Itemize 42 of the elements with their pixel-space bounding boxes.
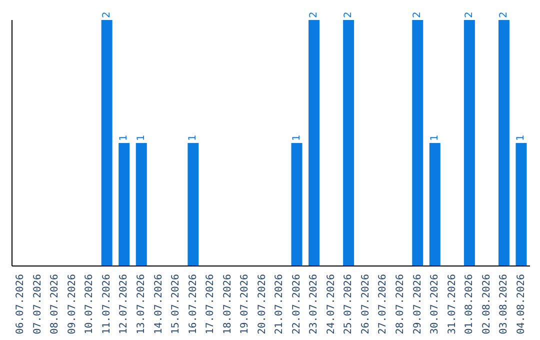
x-tick-label: 22.07.2026 (291, 274, 302, 334)
x-tick-label: 11.07.2026 (101, 274, 112, 334)
x-tick-label: 09.07.2026 (66, 274, 78, 334)
x-tick-label: 14.07.2026 (153, 274, 164, 334)
x-tick-label: 20.07.2026 (256, 274, 268, 334)
data-label: 2 (498, 12, 510, 18)
data-label: 1 (136, 134, 147, 141)
x-tick-label: 19.07.2026 (240, 274, 251, 334)
x-tick-label: 25.07.2026 (343, 274, 354, 334)
x-tick-label: 29.07.2026 (412, 274, 424, 334)
x-tick-label: 03.08.2026 (498, 274, 510, 334)
x-tick-label: 26.07.2026 (360, 274, 372, 334)
data-label: 2 (412, 12, 424, 18)
data-label: 1 (188, 134, 199, 141)
x-tick-label: 16.07.2026 (188, 274, 199, 334)
x-tick-label: 13.07.2026 (136, 274, 147, 334)
data-label: 2 (464, 12, 475, 18)
x-tick-label: 12.07.2026 (118, 274, 130, 334)
x-tick-label: 08.07.2026 (50, 274, 61, 334)
x-tick-label: 23.07.2026 (308, 274, 320, 334)
x-tick-label: 28.07.2026 (395, 274, 406, 334)
data-label: 1 (516, 134, 527, 141)
x-tick-label: 24.07.2026 (326, 274, 337, 334)
x-tick-label: 15.07.2026 (170, 274, 182, 334)
x-tick-label: 01.08.2026 (464, 274, 476, 334)
x-tick-label: 04.08.2026 (516, 274, 527, 334)
x-tick-label: 30.07.2026 (430, 274, 441, 334)
x-tick-label: 18.07.2026 (222, 274, 234, 334)
data-label: 1 (291, 134, 302, 141)
x-tick-label: 21.07.2026 (274, 274, 286, 334)
data-label: 2 (343, 12, 354, 18)
data-label: 1 (429, 134, 440, 141)
x-tick-label: 27.07.2026 (378, 274, 389, 334)
x-tick-label: 31.07.2026 (446, 274, 458, 334)
data-label: 2 (308, 12, 320, 18)
data-label: 1 (118, 134, 130, 141)
x-tick-label: 06.07.2026 (15, 274, 26, 334)
x-tick-label: 10.07.2026 (84, 274, 96, 334)
data-label: 2 (101, 12, 112, 18)
x-tick-label: 02.08.2026 (481, 274, 492, 334)
x-tick-label: 07.07.2026 (32, 274, 44, 334)
x-tick-label: 17.07.2026 (205, 274, 216, 334)
